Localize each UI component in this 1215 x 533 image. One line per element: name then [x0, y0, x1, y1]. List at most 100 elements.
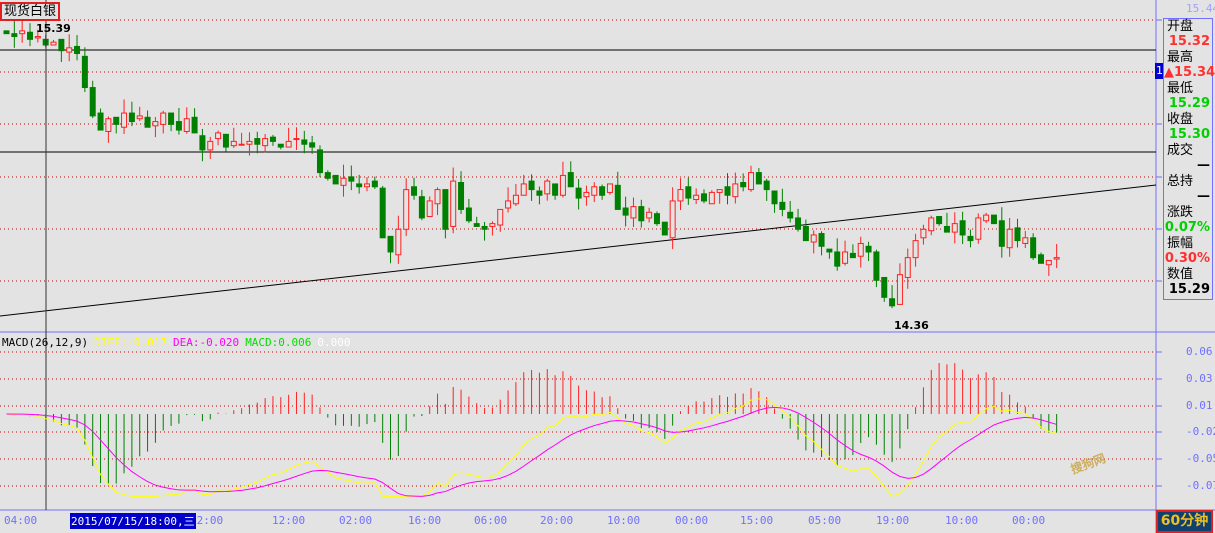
- high-marker: 15.39: [36, 22, 71, 35]
- cursor-date: 2015/07/15/18:00,三: [70, 513, 196, 529]
- candle-body: [19, 30, 26, 35]
- period-button[interactable]: 60分钟: [1156, 510, 1213, 533]
- candle-body: [622, 207, 629, 216]
- candle-body: [732, 183, 739, 198]
- info-label: 涨跌: [1167, 205, 1194, 220]
- candle-body: [152, 121, 159, 127]
- instrument-title: 现货白银: [0, 2, 61, 21]
- candle-body: [426, 200, 433, 218]
- candle-body: [277, 143, 284, 148]
- candle-body: [1030, 237, 1037, 259]
- candle-body: [442, 189, 449, 230]
- candle-body: [708, 191, 715, 205]
- candle-body: [489, 223, 496, 227]
- candle-body: [755, 172, 762, 185]
- candle-body: [1037, 254, 1044, 264]
- candle-body: [810, 234, 817, 243]
- candle-body: [849, 252, 856, 259]
- candle-body: [168, 112, 175, 125]
- candle-body: [528, 180, 535, 191]
- candle-body: [434, 189, 441, 205]
- candle-body: [614, 184, 621, 210]
- candle-body: [646, 211, 653, 219]
- candle-body: [254, 138, 261, 145]
- candle-body: [411, 186, 418, 196]
- info-label: 成交: [1167, 143, 1194, 158]
- candle-body: [630, 206, 637, 219]
- candle-body: [975, 217, 982, 240]
- dea-line: [6, 406, 1057, 497]
- candle-body: [144, 116, 151, 128]
- info-value: 15.32: [1168, 34, 1210, 49]
- candle-body: [865, 245, 872, 253]
- candle-body: [967, 235, 974, 242]
- candle-body: [356, 183, 363, 188]
- candle-body: [943, 225, 950, 233]
- candle-body: [740, 182, 747, 188]
- candle-body: [951, 223, 958, 233]
- diff-line: [6, 398, 1057, 497]
- candle-body: [826, 248, 833, 253]
- candle-body: [121, 112, 128, 128]
- candle-body: [795, 217, 802, 230]
- candle-body: [191, 116, 198, 134]
- candle-body: [105, 118, 112, 132]
- info-value: 15.29: [1168, 96, 1210, 111]
- candle-body: [66, 47, 73, 53]
- candle-body: [497, 208, 504, 226]
- candle-body: [693, 194, 700, 201]
- candle-body: [199, 135, 206, 151]
- candle-body: [481, 225, 488, 230]
- candle-body: [215, 132, 222, 140]
- candle-body: [1045, 259, 1052, 266]
- time-tick: 22:00: [190, 514, 224, 527]
- candle-body: [881, 276, 888, 298]
- time-tick: 10:00: [607, 514, 641, 527]
- info-label: 数值: [1167, 267, 1194, 282]
- candle-body: [309, 142, 316, 148]
- candle-body: [285, 140, 292, 148]
- info-value: ▲15.34: [1164, 65, 1215, 80]
- macd-value: MACD:0.006: [245, 336, 312, 349]
- candle-body: [11, 33, 18, 38]
- candle-body: [857, 242, 864, 257]
- time-tick: 00:00: [1012, 514, 1046, 527]
- candle-body: [403, 189, 410, 230]
- info-value: 0.07%: [1164, 220, 1210, 235]
- candle-body: [583, 191, 590, 198]
- candle-body: [128, 112, 135, 123]
- candle-body: [748, 172, 755, 191]
- candle-body: [81, 55, 88, 89]
- candle-body: [89, 87, 96, 117]
- candle-body: [395, 228, 402, 256]
- macd-diff: DIFF:-0.017: [94, 336, 167, 349]
- candle-body: [1014, 227, 1021, 242]
- time-tick: 05:00: [808, 514, 842, 527]
- candle-body: [175, 121, 182, 131]
- candle-body: [685, 186, 692, 199]
- candle-body: [340, 177, 347, 186]
- time-tick: 10:00: [945, 514, 979, 527]
- candle-body: [3, 30, 10, 35]
- candle-body: [238, 143, 245, 146]
- macd-axis-label: -0.07: [1186, 479, 1215, 492]
- candle-body: [58, 38, 65, 52]
- trend-line-drawing: [0, 184, 1157, 317]
- candle-body: [465, 207, 472, 222]
- candle-body: [834, 251, 841, 267]
- candle-body: [567, 172, 574, 188]
- info-label: 收盘: [1167, 112, 1194, 127]
- time-tick: 00:00: [675, 514, 709, 527]
- candle-body: [669, 200, 676, 239]
- candle-body: [904, 257, 911, 278]
- candle-body: [700, 193, 707, 202]
- candle-body: [599, 186, 606, 196]
- candle-body: [559, 174, 566, 196]
- price-axis-top: 15.44: [1186, 2, 1215, 15]
- candle-body: [779, 201, 786, 210]
- candle-body: [896, 274, 903, 305]
- candle-body: [324, 172, 331, 179]
- candle-body: [160, 112, 167, 125]
- candle-body: [575, 187, 582, 199]
